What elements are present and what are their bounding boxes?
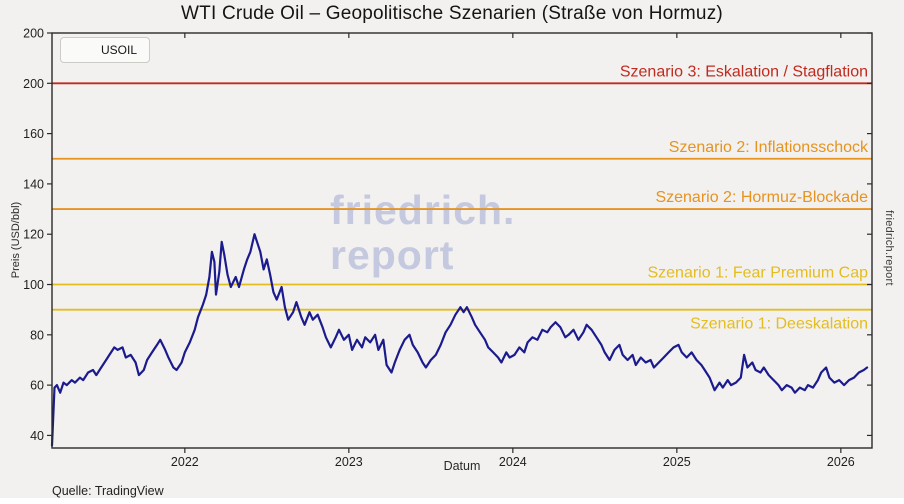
y-axis-tick-label: 200 [23,77,44,91]
x-axis-tick-label: 2023 [335,455,363,469]
chart-title: WTI Crude Oil – Geopolitische Szenarien … [181,3,723,24]
axis-spine [51,32,873,449]
scenario-label: Szenario 1: Deeskalation [690,316,868,333]
scenario-label: Szenario 2: Hormuz-Blockade [655,189,868,206]
y-axis-tick-label: 60 [30,379,44,393]
watermark: friedrich. report [330,187,516,279]
x-axis-tick-label: 2025 [663,455,691,469]
scenario-label: Szenario 3: Eskalation / Stagflation [620,63,868,80]
y-axis-title: Preis (USD/bbl) [10,201,22,279]
legend-line-swatch [71,49,92,52]
x-axis-title: Datum [443,459,481,473]
y-axis-tick-label: 160 [23,127,44,141]
y-axis-tick-label: 80 [30,328,44,342]
y-axis-tick-label: 40 [30,429,44,443]
y-axis-tick-label: 200 [23,27,44,41]
watermark-line2: report [330,232,455,279]
source-note: Quelle: TradingView [52,484,164,498]
watermark-line1: friedrich. [330,187,516,233]
scenario-label: Szenario 1: Fear Premium Cap [647,265,868,282]
y-axis-tick-label: 140 [23,177,44,191]
side-credit: friedrich.report [883,210,895,286]
legend-label: USOIL [101,43,138,57]
y-axis-tick-label: 120 [23,228,44,242]
scenario-label: Szenario 2: Inflationsschock [669,139,869,156]
x-axis-tick-label: 2022 [171,455,199,469]
bottom-strip [0,498,904,504]
x-axis-tick-label: 2026 [827,455,855,469]
legend: USOIL [60,37,151,63]
usoil-line [50,233,869,447]
y-axis-tick-label: 100 [23,278,44,292]
x-axis-tick-label: 2024 [499,455,527,469]
